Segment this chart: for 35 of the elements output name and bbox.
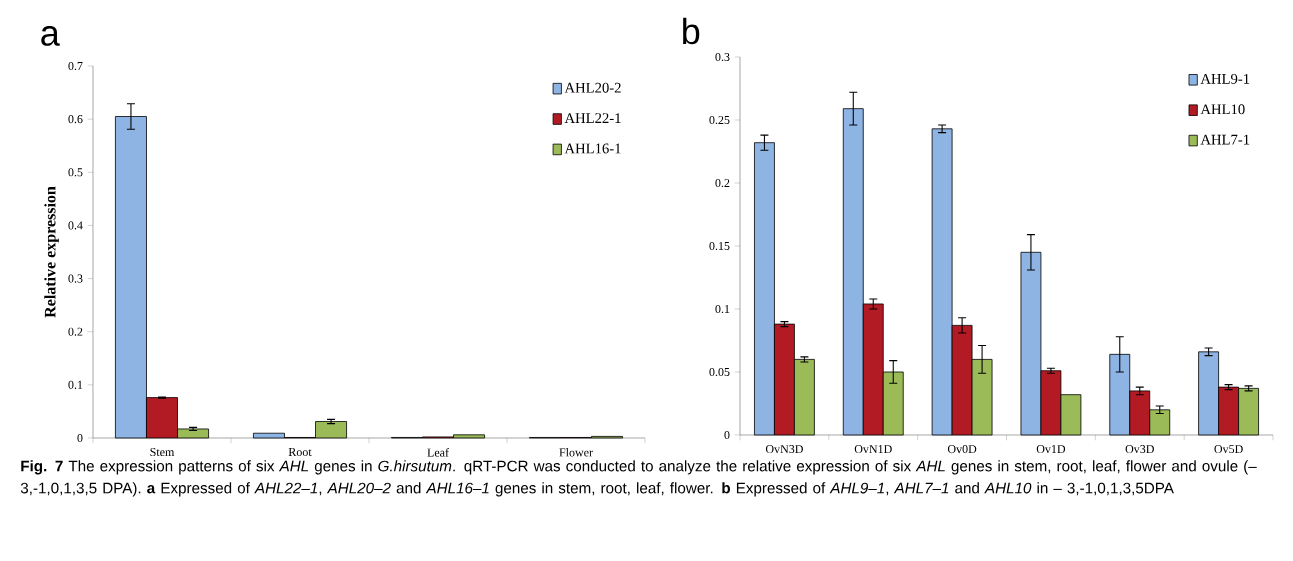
x-tick-label: Ov5D	[1214, 445, 1243, 454]
text: Fig. 7 The expression patterns of six AHL genes in G.hirsutum. qRT-PCR was conducted to analyze the relative expression of six AHL genes in stem, root, leaf, flower and ovule (– 3,-1,0,1,3,5 DPA). a Expressed of AHL22–1, AHL20–2 and AHL16–1 genes in stem, root, leaf, flower. b Expressed of AHL9–1, AHL7–1 and AHL10 in – 3,-1,0,1,3,5DPA	[20, 460, 1257, 497]
x-tick-label: Ov3D	[1125, 445, 1154, 454]
legend-label: AHL9-1	[1200, 73, 1250, 84]
y-tick-label: 0.05	[709, 367, 730, 377]
chart-title: a	[41, 26, 60, 46]
x-tick-label: Leaf	[427, 448, 449, 457]
x-tick-label: Stem	[150, 448, 175, 457]
legend-label: AHL22-1	[564, 113, 621, 123]
x-tick-label: Ov0D	[947, 445, 977, 454]
x-tick-label: Ov1D	[1036, 445, 1066, 454]
x-tick-label: OvN3D	[765, 445, 803, 454]
legend-label: AHL16-1	[564, 143, 621, 154]
y-tick-label: 0	[724, 430, 730, 440]
x-tick-label: OvN1D	[854, 445, 892, 454]
x-tick-label: Root	[288, 448, 312, 457]
y-tick-label: 0.2	[68, 327, 83, 336]
y-tick-label: 0.4	[68, 221, 83, 230]
y-tick-label: 0.1	[715, 304, 730, 314]
y-tick-label: 0.2	[715, 178, 730, 188]
y-tick-label: 0.6	[68, 115, 83, 124]
x-tick-label: Flower	[559, 448, 593, 457]
y-tick-label: 0.1	[68, 380, 83, 389]
chart-title: b	[683, 17, 700, 45]
y-tick-label: 0.5	[68, 168, 83, 177]
y-tick-label: 0.15	[709, 241, 730, 251]
legend-label: AHL20-2	[564, 82, 621, 93]
y-tick-label: 0.3	[68, 274, 83, 283]
legend-label: AHL10	[1200, 104, 1245, 115]
y-axis-title: Relative expression	[44, 186, 59, 318]
y-tick-label: 0.3	[715, 52, 730, 62]
y-tick-label: 0.7	[68, 61, 83, 71]
legend-label: AHL7-1	[1200, 134, 1250, 145]
y-tick-label: 0	[77, 433, 83, 443]
y-tick-label: 0.25	[709, 115, 730, 125]
